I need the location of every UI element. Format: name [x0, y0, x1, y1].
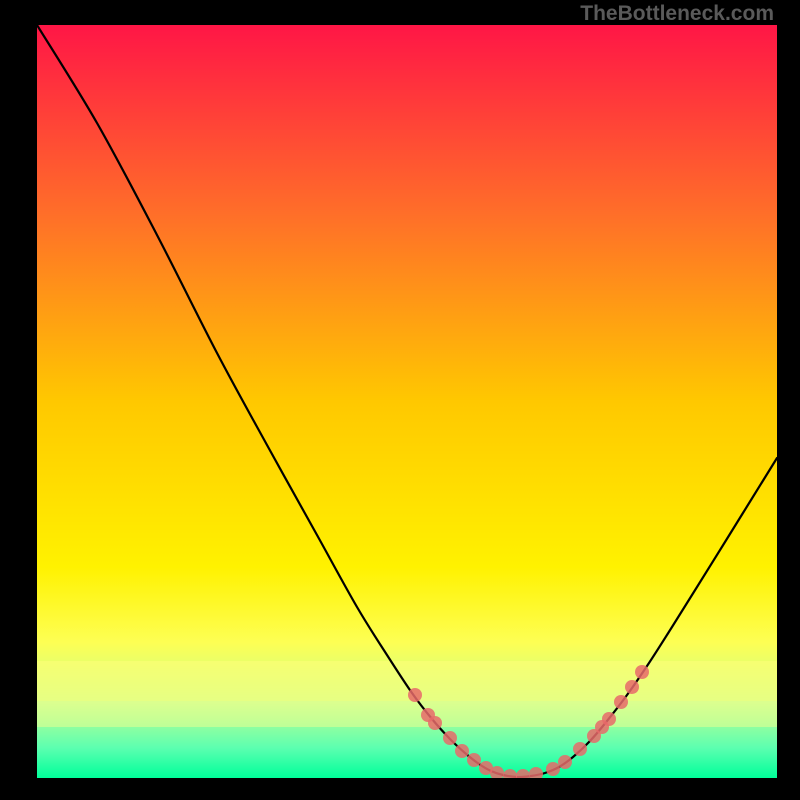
watermark-text: TheBottleneck.com	[580, 2, 774, 26]
curve-marker	[602, 712, 616, 726]
chart-svg	[37, 25, 777, 778]
curve-marker	[455, 744, 469, 758]
curve-marker	[573, 742, 587, 756]
curve-marker	[635, 665, 649, 679]
curve-marker	[614, 695, 628, 709]
curve-marker	[428, 716, 442, 730]
overlay-band	[37, 661, 777, 701]
plot-area	[37, 25, 777, 778]
curve-marker	[408, 688, 422, 702]
chart-canvas: TheBottleneck.com	[0, 0, 800, 800]
curve-marker	[558, 755, 572, 769]
curve-marker	[625, 680, 639, 694]
curve-marker	[546, 762, 560, 776]
curve-marker	[467, 753, 481, 767]
overlay-band	[37, 701, 777, 727]
curve-marker	[443, 731, 457, 745]
